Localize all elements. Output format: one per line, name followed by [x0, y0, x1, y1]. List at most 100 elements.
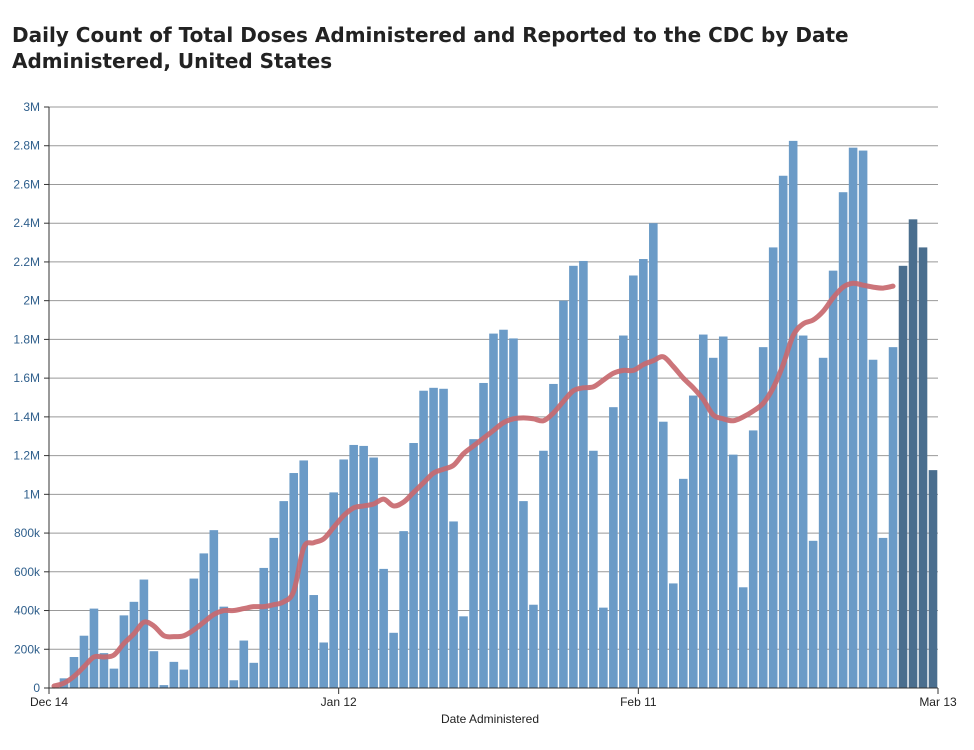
bar: [139, 579, 149, 688]
bar: [858, 150, 868, 688]
bar: [389, 632, 398, 688]
bar: [778, 175, 788, 688]
bar: [898, 265, 908, 688]
bar: [818, 357, 828, 688]
bar: [519, 501, 528, 688]
y-tick-label: 2.8M: [13, 139, 40, 153]
y-tick-label: 1.2M: [13, 449, 40, 463]
y-tick-label: 2.2M: [13, 255, 40, 269]
x-tick-label: Jan 12: [321, 695, 357, 709]
bar: [239, 640, 249, 688]
bar: [79, 635, 89, 688]
bar: [908, 219, 918, 688]
bar: [928, 470, 938, 689]
bar: [629, 275, 638, 688]
bar: [659, 421, 668, 688]
bar: [269, 537, 279, 688]
bar: [309, 595, 318, 688]
bar: [748, 430, 758, 688]
bar: [708, 357, 718, 688]
bar: [479, 382, 488, 688]
y-tick-label: 1M: [23, 487, 40, 501]
bar: [159, 685, 169, 688]
bar: [838, 192, 848, 688]
bar: [688, 395, 698, 688]
y-tick-label: 400k: [14, 604, 41, 618]
rolling-average-series: [51, 280, 896, 689]
y-tick-label: 1.8M: [13, 332, 40, 346]
bar: [569, 265, 578, 688]
y-tick-label: 2.6M: [13, 177, 40, 191]
y-tick-label: 200k: [14, 642, 41, 656]
bar: [499, 329, 508, 688]
bar: [319, 642, 328, 688]
bar: [738, 587, 748, 688]
bar: [808, 540, 818, 688]
bar: [579, 260, 588, 688]
bar: [349, 444, 358, 688]
bar: [119, 615, 129, 689]
y-tick-label: 3M: [23, 100, 40, 114]
bar: [359, 445, 368, 688]
bar: [459, 616, 468, 688]
bar: [878, 537, 888, 688]
x-tick-label: Mar 13: [919, 695, 957, 709]
bar: [888, 347, 898, 688]
bar: [788, 140, 798, 688]
y-tick-label: 0: [33, 681, 40, 695]
bar: [798, 335, 808, 688]
axes: 0 200k 400k 600k 800k 1M 1.2M 1.4M 1.6M 1.8M 2M 2.2…: [13, 100, 957, 709]
bar: [768, 247, 778, 688]
bar: [678, 478, 688, 688]
bar: [698, 334, 708, 688]
bar: [339, 459, 348, 688]
average-line: [51, 280, 896, 689]
y-tick-label: 800k: [14, 526, 41, 540]
chart-title: Daily Count of Total Doses Administered …: [12, 23, 849, 73]
bar: [379, 568, 388, 688]
bar: [209, 530, 219, 688]
bar: [259, 567, 269, 688]
bar: [149, 651, 159, 688]
bar: [509, 338, 518, 688]
bar: [489, 333, 498, 688]
bar: [469, 439, 478, 688]
bar: [589, 450, 598, 688]
bar: [369, 457, 378, 688]
bar: [449, 521, 458, 688]
bar: [758, 347, 768, 688]
bar: [429, 387, 438, 688]
bar: [399, 531, 408, 688]
bar: [99, 653, 109, 688]
y-tick-label: 2.4M: [13, 216, 40, 230]
bar: [69, 657, 79, 688]
bar: [439, 388, 448, 688]
bar: [718, 336, 728, 688]
bar-series: [59, 140, 938, 689]
x-tick-label: Dec 14: [30, 695, 68, 709]
bar: [229, 680, 239, 688]
bar: [669, 583, 678, 688]
y-tick-label: 600k: [14, 565, 41, 579]
x-tick-label: Feb 11: [620, 695, 657, 709]
bar: [129, 601, 139, 688]
bar: [639, 259, 648, 688]
bar: [329, 492, 338, 688]
y-tick-label: 1.4M: [13, 410, 40, 424]
bar: [219, 606, 229, 688]
bar: [559, 300, 568, 688]
bar: [918, 247, 928, 688]
bar: [619, 335, 628, 688]
bar: [529, 604, 538, 688]
bar: [549, 383, 558, 688]
bar: [299, 460, 309, 688]
bar: [599, 607, 608, 688]
bar: [289, 473, 299, 688]
bar: [419, 390, 428, 688]
bar: [109, 668, 119, 688]
bar: [179, 669, 189, 688]
bar: [249, 662, 259, 688]
bar: [609, 407, 618, 688]
bar: [189, 578, 199, 688]
